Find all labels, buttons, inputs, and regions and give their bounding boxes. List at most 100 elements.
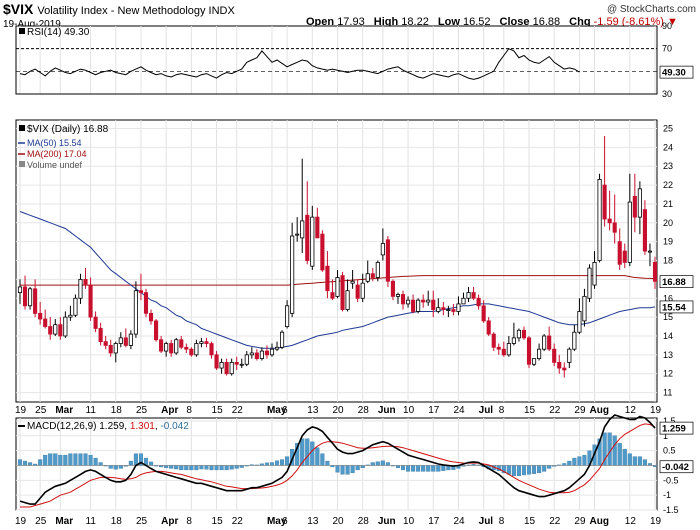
- low-label: Low: [437, 16, 460, 28]
- macd-histogram-bar: [436, 465, 441, 472]
- price-tick-label: 23: [663, 161, 673, 171]
- candle-body: [345, 290, 350, 310]
- candle-body: [83, 278, 88, 286]
- macd-histogram-bar: [184, 465, 189, 471]
- candle-body: [305, 214, 310, 261]
- close-label: Close: [499, 16, 530, 28]
- candle-body: [118, 337, 123, 344]
- candle-body: [441, 307, 446, 310]
- macd-histogram-bar: [562, 463, 567, 466]
- candle-body: [143, 292, 149, 314]
- ma50-last-tag: 15.54: [662, 302, 686, 313]
- macd-tick-label: 0.5: [663, 446, 676, 456]
- high-label: High: [373, 16, 399, 28]
- macd-last-tag-box: [659, 421, 694, 435]
- candle-body: [481, 305, 486, 322]
- x-axis-label-bottom: 19: [15, 516, 27, 527]
- macd-histogram-bar: [380, 460, 385, 466]
- candle-body: [204, 341, 209, 344]
- candle-body: [93, 316, 98, 329]
- x-axis-label: 19: [15, 405, 27, 416]
- x-axis-label-bottom: 17: [428, 516, 440, 527]
- price-tick-label: 21: [663, 199, 673, 209]
- macd-tick-label: 1: [663, 431, 668, 441]
- candle-body: [244, 354, 249, 365]
- macd-histogram-bar: [219, 465, 224, 471]
- macd-histogram-bar: [53, 453, 58, 466]
- candle-body: [174, 339, 179, 354]
- candle-body: [128, 333, 133, 346]
- candle-body: [395, 294, 401, 297]
- rsi-tick-label: 90: [662, 21, 672, 31]
- price-legend: $VIX (Daily) 16.88: [27, 124, 109, 135]
- candle-body: [461, 297, 466, 305]
- macd-histogram-bar: [174, 465, 179, 470]
- macd-histogram-bar: [547, 465, 552, 469]
- macd-histogram-bar: [350, 465, 355, 474]
- macd-histogram-bar: [637, 456, 642, 466]
- candle-body: [547, 335, 552, 350]
- x-axis-label: 19: [650, 405, 662, 416]
- price-tick-label: 12: [663, 369, 673, 379]
- x-axis-label-bottom: 10: [403, 516, 415, 527]
- candle-body: [486, 320, 491, 335]
- x-axis-label: 15: [524, 405, 536, 416]
- macd-histogram-bar: [113, 465, 118, 470]
- x-axis-label-bottom: Jul: [479, 516, 494, 527]
- macd-last-tag: 1.259: [662, 424, 686, 435]
- macd-histogram-bar: [274, 460, 280, 466]
- high-value: 18.22: [401, 16, 429, 28]
- candle-body: [602, 184, 607, 220]
- candle-body: [108, 345, 113, 354]
- macd-histogram-bar: [406, 465, 411, 472]
- candle-body: [421, 299, 426, 303]
- candle-body: [365, 273, 370, 282]
- macd-histogram-bar: [360, 465, 365, 469]
- candle-body: [68, 314, 73, 318]
- x-axis-label: May: [267, 405, 287, 416]
- macd-histogram-bar: [532, 465, 537, 474]
- macd-histogram-bar: [526, 465, 532, 475]
- x-axis-label: Aug: [590, 405, 609, 416]
- price-legend-swatch: [19, 125, 25, 131]
- macd-histogram-bar: [214, 465, 219, 471]
- x-axis-label-bottom: 28: [358, 516, 370, 527]
- ma50-legend: MA(50) 15.54: [27, 138, 82, 148]
- macd-histogram-bar: [416, 465, 421, 472]
- macd-histogram-bar: [335, 465, 340, 473]
- macd-hist-last-tag-box: [659, 460, 694, 474]
- macd-histogram-bar: [108, 465, 113, 469]
- ma50-last-tag-box: [659, 300, 694, 314]
- low-value: 16.52: [462, 16, 491, 28]
- macd-histogram-bar: [426, 465, 431, 472]
- macd-legend: MACD(12,26,9) 1.259, 1.301, -0.042: [27, 421, 189, 432]
- x-axis-label: 25: [136, 405, 148, 416]
- ma200-legend: MA(200) 17.04: [27, 149, 87, 159]
- candle-body: [542, 335, 547, 350]
- macd-histogram-bar: [148, 461, 154, 466]
- rsi-legend: RSI(14) 49.30: [27, 27, 90, 38]
- rsi-legend-swatch: [19, 28, 25, 34]
- candle-body: [405, 299, 411, 305]
- macd-histogram-bar: [622, 449, 627, 466]
- macd-tick-label: 1.5: [663, 416, 676, 426]
- candle-body: [209, 343, 214, 356]
- macd-histogram-bar: [582, 454, 587, 466]
- macd-histogram-bar: [320, 453, 325, 466]
- candle-body: [98, 328, 103, 343]
- candle-body: [340, 275, 345, 310]
- candle-body: [189, 348, 194, 356]
- macd-histogram-bar: [189, 465, 194, 471]
- macd-histogram-bar: [280, 459, 285, 466]
- price-tick-label: 16: [663, 293, 673, 303]
- macd-histogram-bar: [441, 465, 446, 471]
- macd-histogram-bar: [521, 465, 527, 476]
- macd-histogram-bar: [385, 462, 390, 466]
- macd-histogram-bar: [411, 465, 416, 472]
- open-value: 17.93: [337, 16, 365, 28]
- macd-histogram-bar: [572, 457, 577, 466]
- candle-body: [229, 361, 234, 375]
- candle-body: [496, 346, 501, 350]
- candle-body: [370, 273, 375, 278]
- candle-body: [315, 216, 320, 239]
